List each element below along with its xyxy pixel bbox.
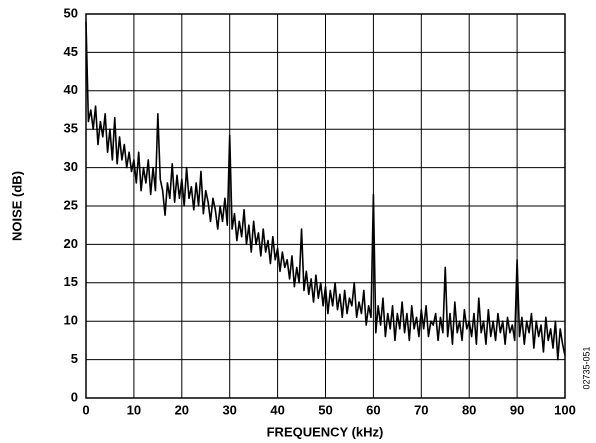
y-axis-label: NOISE (dB): [9, 171, 24, 241]
y-tick-label: 30: [64, 159, 78, 174]
y-tick-label: 35: [64, 121, 78, 136]
noise-line: [85, 21, 566, 361]
x-tick-label: 40: [270, 402, 284, 417]
y-tick-label: 5: [71, 351, 78, 366]
figure-code: 02735-051: [581, 346, 591, 389]
y-tick-label: 15: [64, 274, 78, 289]
y-tick-label: 25: [64, 197, 78, 212]
plot-frame: [85, 13, 566, 399]
x-tick-label: 60: [366, 402, 380, 417]
y-tick-label: 10: [64, 313, 78, 328]
x-tick-label: 80: [462, 402, 476, 417]
x-tick-label: 70: [414, 402, 428, 417]
x-tick-label: 30: [222, 402, 236, 417]
y-tick-label: 0: [71, 389, 78, 404]
x-tick-label: 100: [554, 402, 576, 417]
y-tick-label: 45: [64, 44, 78, 59]
x-tick-label: 20: [175, 402, 189, 417]
x-tick-label: 50: [318, 402, 332, 417]
y-tick-label: 50: [64, 5, 78, 20]
x-tick-label: 0: [82, 402, 89, 417]
x-axis-label: FREQUENCY (kHz): [267, 424, 384, 439]
x-tick-label: 10: [127, 402, 141, 417]
y-tick-label: 40: [64, 82, 78, 97]
y-tick-label: 20: [64, 236, 78, 251]
x-tick-label: 90: [510, 402, 524, 417]
